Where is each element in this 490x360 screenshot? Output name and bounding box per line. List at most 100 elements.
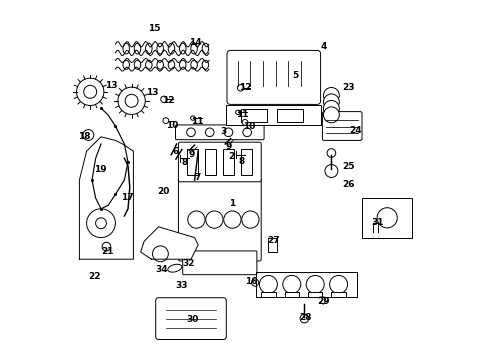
Ellipse shape <box>123 43 129 54</box>
Text: 1: 1 <box>229 199 236 208</box>
Text: 11: 11 <box>236 110 248 119</box>
Ellipse shape <box>168 264 182 272</box>
Circle shape <box>236 110 240 114</box>
Circle shape <box>161 96 167 103</box>
FancyBboxPatch shape <box>178 142 261 182</box>
Text: 8: 8 <box>239 157 245 166</box>
FancyBboxPatch shape <box>362 198 413 238</box>
Text: 2: 2 <box>228 152 234 161</box>
Circle shape <box>330 275 347 293</box>
Bar <box>242 109 267 122</box>
FancyBboxPatch shape <box>322 112 362 140</box>
Circle shape <box>251 279 259 286</box>
Circle shape <box>102 242 111 251</box>
Text: 9: 9 <box>189 150 196 159</box>
Ellipse shape <box>191 43 197 54</box>
Text: 9: 9 <box>225 143 232 152</box>
FancyBboxPatch shape <box>156 298 226 339</box>
Text: 23: 23 <box>343 83 355 92</box>
FancyBboxPatch shape <box>227 50 320 104</box>
Bar <box>261 292 275 297</box>
Ellipse shape <box>146 43 152 54</box>
Text: 25: 25 <box>343 162 355 171</box>
Bar <box>187 149 198 175</box>
FancyBboxPatch shape <box>226 105 321 125</box>
Text: 7: 7 <box>195 173 201 182</box>
Text: 3: 3 <box>220 127 226 136</box>
Circle shape <box>224 128 233 137</box>
Ellipse shape <box>123 60 129 69</box>
Circle shape <box>377 208 397 228</box>
Text: 22: 22 <box>89 272 101 281</box>
Text: 13: 13 <box>105 81 117 90</box>
Bar <box>205 149 216 175</box>
Text: 26: 26 <box>343 180 355 189</box>
Bar <box>242 149 252 175</box>
Text: 27: 27 <box>267 236 279 245</box>
Text: 17: 17 <box>121 193 134 202</box>
Circle shape <box>300 314 309 323</box>
Text: 29: 29 <box>317 297 330 306</box>
Bar <box>331 292 346 297</box>
Ellipse shape <box>157 43 163 54</box>
Text: 31: 31 <box>371 218 384 227</box>
Text: 10: 10 <box>166 121 178 130</box>
Circle shape <box>118 87 145 114</box>
Ellipse shape <box>146 60 152 69</box>
Circle shape <box>83 130 94 140</box>
Text: 14: 14 <box>189 38 202 47</box>
Text: 13: 13 <box>146 89 159 98</box>
Circle shape <box>206 211 223 228</box>
Circle shape <box>242 211 259 228</box>
Text: 20: 20 <box>157 187 170 196</box>
Text: 5: 5 <box>292 71 298 80</box>
Circle shape <box>76 78 104 105</box>
Circle shape <box>84 85 97 98</box>
Polygon shape <box>79 137 133 259</box>
Text: 6: 6 <box>173 148 179 157</box>
Circle shape <box>224 211 241 228</box>
Bar <box>285 292 299 297</box>
Ellipse shape <box>157 60 163 69</box>
Circle shape <box>259 275 277 293</box>
Bar <box>223 149 234 175</box>
Bar <box>269 238 277 252</box>
Circle shape <box>188 211 205 228</box>
FancyBboxPatch shape <box>183 251 257 275</box>
Ellipse shape <box>168 43 175 54</box>
Text: 34: 34 <box>155 265 168 274</box>
Ellipse shape <box>168 60 175 69</box>
Text: 19: 19 <box>94 166 107 175</box>
Text: 8: 8 <box>182 158 188 167</box>
Text: 33: 33 <box>175 281 188 289</box>
Circle shape <box>323 100 339 116</box>
Circle shape <box>283 275 301 293</box>
Ellipse shape <box>202 43 209 54</box>
Ellipse shape <box>202 60 209 69</box>
Text: 32: 32 <box>182 259 195 268</box>
Ellipse shape <box>191 60 197 69</box>
Circle shape <box>306 275 324 293</box>
Circle shape <box>323 87 339 103</box>
Circle shape <box>125 94 138 107</box>
Text: 10: 10 <box>243 122 255 131</box>
Text: 4: 4 <box>321 42 327 51</box>
Ellipse shape <box>179 60 186 69</box>
Ellipse shape <box>179 43 186 54</box>
Circle shape <box>323 94 339 110</box>
Circle shape <box>323 107 339 123</box>
FancyBboxPatch shape <box>175 125 264 140</box>
Circle shape <box>238 85 244 91</box>
Bar <box>308 292 322 297</box>
Circle shape <box>242 120 248 125</box>
Text: 21: 21 <box>101 247 114 256</box>
Text: 28: 28 <box>299 313 312 322</box>
Circle shape <box>187 128 196 137</box>
Circle shape <box>327 149 336 157</box>
Ellipse shape <box>134 43 141 54</box>
Circle shape <box>152 246 169 262</box>
Text: 11: 11 <box>191 117 204 126</box>
Circle shape <box>163 118 169 123</box>
Circle shape <box>205 128 214 137</box>
Text: 24: 24 <box>349 126 362 135</box>
